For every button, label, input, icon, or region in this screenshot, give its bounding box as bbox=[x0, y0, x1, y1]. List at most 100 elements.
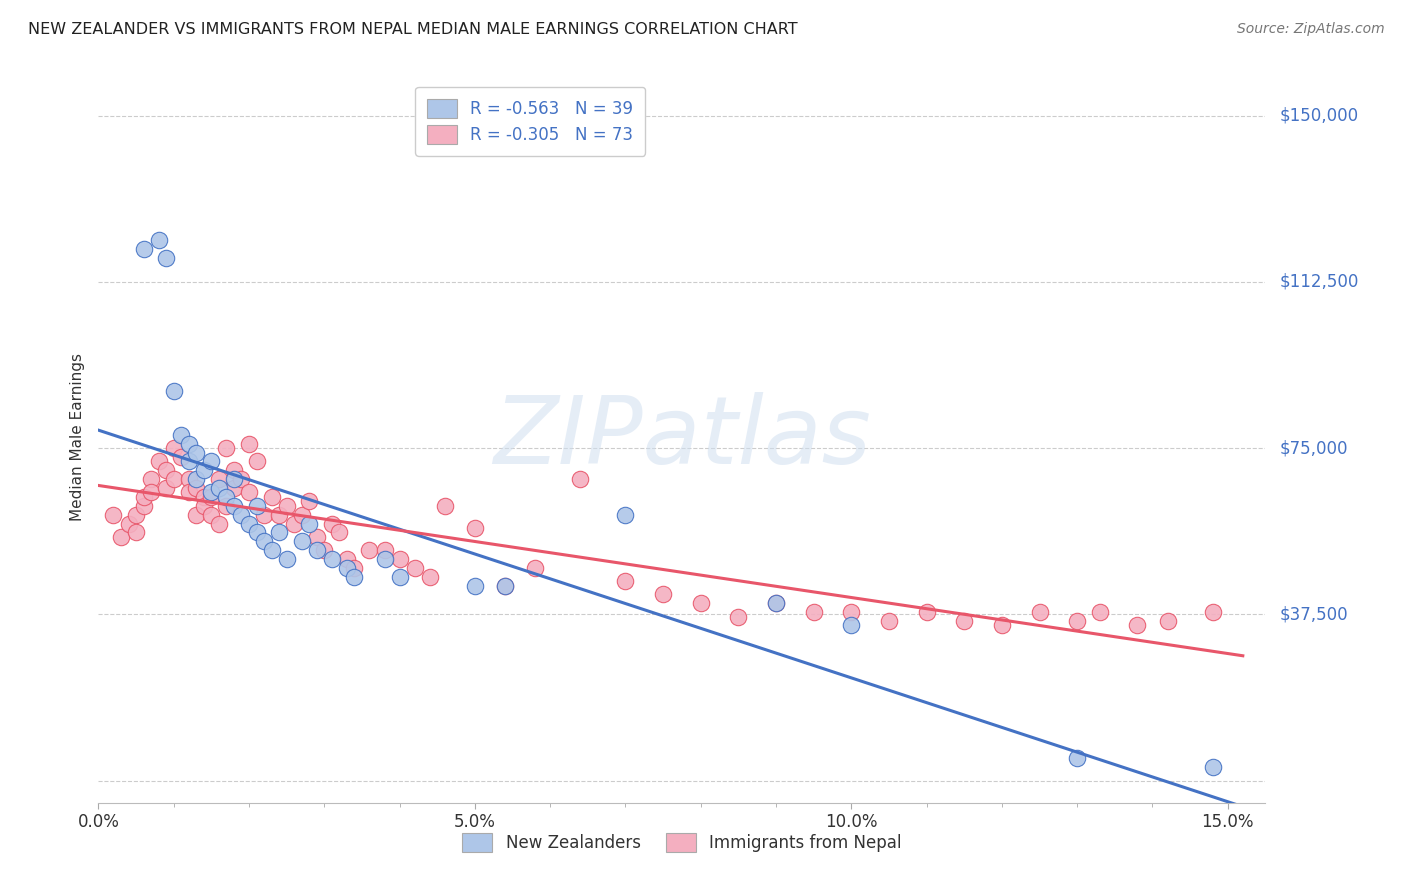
Point bbox=[298, 516, 321, 531]
Point bbox=[991, 618, 1014, 632]
Point bbox=[388, 552, 411, 566]
Point bbox=[215, 499, 238, 513]
Point bbox=[177, 485, 200, 500]
Point bbox=[291, 508, 314, 522]
Point bbox=[238, 436, 260, 450]
Point bbox=[200, 490, 222, 504]
Point bbox=[238, 516, 260, 531]
Point bbox=[404, 561, 426, 575]
Point bbox=[215, 441, 238, 455]
Text: $75,000: $75,000 bbox=[1279, 439, 1348, 458]
Point bbox=[298, 494, 321, 508]
Point bbox=[155, 251, 177, 265]
Point bbox=[915, 605, 938, 619]
Point bbox=[464, 578, 486, 592]
Point bbox=[125, 525, 148, 540]
Point bbox=[231, 508, 253, 522]
Point bbox=[186, 472, 208, 486]
Point bbox=[321, 552, 343, 566]
Point bbox=[148, 233, 170, 247]
Point bbox=[170, 428, 193, 442]
Point bbox=[238, 485, 260, 500]
Point bbox=[163, 384, 186, 398]
Point bbox=[953, 614, 976, 628]
Point bbox=[328, 525, 350, 540]
Point bbox=[193, 499, 215, 513]
Point bbox=[103, 508, 125, 522]
Point bbox=[186, 445, 208, 459]
Point bbox=[177, 454, 200, 468]
Point bbox=[388, 570, 411, 584]
Point bbox=[359, 543, 381, 558]
Point bbox=[652, 587, 675, 601]
Point bbox=[215, 490, 238, 504]
Point bbox=[253, 508, 276, 522]
Point bbox=[305, 530, 328, 544]
Point bbox=[419, 570, 441, 584]
Text: $37,500: $37,500 bbox=[1279, 606, 1348, 624]
Point bbox=[283, 516, 305, 531]
Point bbox=[208, 472, 231, 486]
Point bbox=[1126, 618, 1149, 632]
Point bbox=[155, 481, 177, 495]
Point bbox=[314, 543, 336, 558]
Point bbox=[839, 605, 862, 619]
Point bbox=[231, 472, 253, 486]
Point bbox=[1202, 605, 1225, 619]
Point bbox=[163, 441, 186, 455]
Point bbox=[321, 516, 343, 531]
Point bbox=[305, 543, 328, 558]
Point bbox=[125, 508, 148, 522]
Point bbox=[193, 463, 215, 477]
Point bbox=[170, 450, 193, 464]
Y-axis label: Median Male Earnings: Median Male Earnings bbox=[70, 353, 86, 521]
Point bbox=[839, 618, 862, 632]
Point bbox=[260, 543, 283, 558]
Point bbox=[1202, 760, 1225, 774]
Point bbox=[269, 508, 291, 522]
Point bbox=[765, 596, 787, 610]
Point bbox=[208, 516, 231, 531]
Point bbox=[110, 530, 132, 544]
Point bbox=[1156, 614, 1178, 628]
Point bbox=[139, 472, 162, 486]
Point bbox=[343, 570, 366, 584]
Point bbox=[689, 596, 711, 610]
Text: NEW ZEALANDER VS IMMIGRANTS FROM NEPAL MEDIAN MALE EARNINGS CORRELATION CHART: NEW ZEALANDER VS IMMIGRANTS FROM NEPAL M… bbox=[28, 22, 797, 37]
Point bbox=[877, 614, 900, 628]
Point bbox=[222, 499, 245, 513]
Text: ZIPatlas: ZIPatlas bbox=[494, 392, 870, 483]
Point bbox=[727, 609, 749, 624]
Point bbox=[222, 472, 245, 486]
Point bbox=[200, 508, 222, 522]
Point bbox=[291, 534, 314, 549]
Point bbox=[373, 552, 395, 566]
Point bbox=[155, 463, 177, 477]
Point bbox=[132, 499, 155, 513]
Point bbox=[139, 485, 162, 500]
Point bbox=[343, 561, 366, 575]
Point bbox=[177, 472, 200, 486]
Point bbox=[524, 561, 547, 575]
Legend: New Zealanders, Immigrants from Nepal: New Zealanders, Immigrants from Nepal bbox=[454, 824, 910, 860]
Point bbox=[208, 481, 231, 495]
Point bbox=[373, 543, 395, 558]
Point bbox=[494, 578, 516, 592]
Point bbox=[494, 578, 516, 592]
Point bbox=[163, 472, 186, 486]
Point bbox=[269, 525, 291, 540]
Point bbox=[222, 481, 245, 495]
Point bbox=[177, 436, 200, 450]
Point bbox=[803, 605, 825, 619]
Point bbox=[614, 508, 637, 522]
Point bbox=[464, 521, 486, 535]
Point bbox=[336, 561, 359, 575]
Point bbox=[433, 499, 456, 513]
Point bbox=[276, 499, 298, 513]
Point bbox=[245, 525, 267, 540]
Point bbox=[117, 516, 139, 531]
Point bbox=[148, 454, 170, 468]
Point bbox=[200, 485, 222, 500]
Point bbox=[336, 552, 359, 566]
Point bbox=[260, 490, 283, 504]
